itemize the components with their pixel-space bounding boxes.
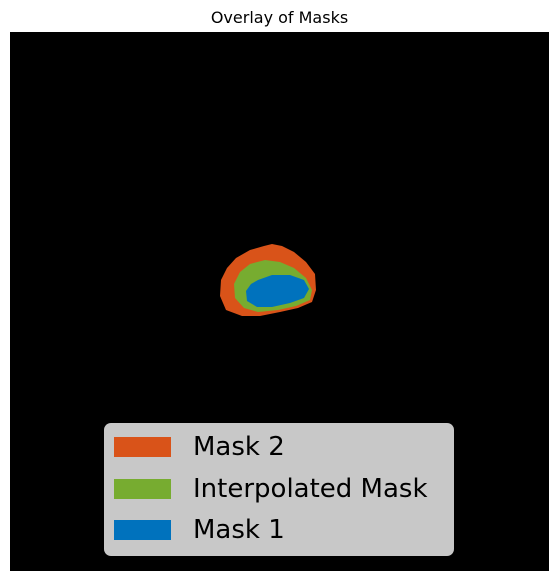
- legend-label-mask-1: Mask 1: [193, 515, 285, 545]
- legend: Mask 2 Interpolated Mask Mask 1: [104, 423, 454, 556]
- legend-item-mask-2: Mask 2: [114, 431, 285, 463]
- legend-swatch-mask-1: [114, 520, 171, 540]
- legend-swatch-interpolated-mask: [114, 479, 171, 499]
- mask-overlay-svg: [220, 244, 316, 316]
- figure-title: Overlay of Masks: [210, 8, 349, 27]
- mask-image: Mask 2 Interpolated Mask Mask 1: [10, 32, 549, 571]
- legend-label-mask-2: Mask 2: [193, 432, 285, 462]
- legend-item-mask-1: Mask 1: [114, 514, 285, 546]
- legend-label-interpolated-mask: Interpolated Mask: [193, 474, 428, 504]
- mask-1-region: [246, 275, 309, 307]
- legend-item-interpolated-mask: Interpolated Mask: [114, 473, 428, 505]
- legend-swatch-mask-2: [114, 437, 171, 457]
